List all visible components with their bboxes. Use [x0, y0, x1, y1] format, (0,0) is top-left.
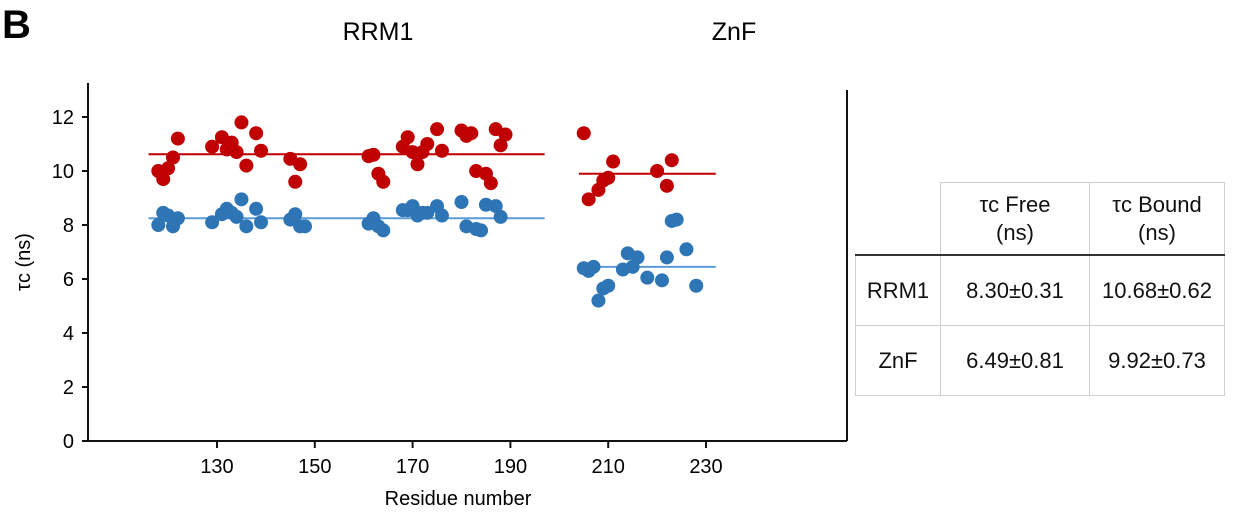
data-point-free — [151, 218, 166, 232]
data-point-bound — [254, 143, 269, 158]
data-point-bound — [239, 158, 254, 173]
data-point-free — [234, 192, 249, 207]
header-tc-free: τc Free (ns) — [940, 182, 1090, 256]
data-point-bound — [650, 164, 665, 178]
data-point-bound — [205, 139, 220, 154]
y-axis-title: τc (ns) — [13, 233, 35, 291]
data-point-bound — [249, 126, 264, 141]
data-point-bound — [229, 145, 244, 160]
header-tc-free-line1: τc Free — [979, 191, 1051, 217]
data-point-bound — [483, 176, 498, 191]
y-tick-label: 8 — [63, 215, 74, 237]
table-header-row: τc Free (ns) τc Bound (ns) — [855, 182, 1225, 256]
data-point-bound — [420, 137, 435, 151]
data-point-bound — [434, 143, 449, 158]
x-axis-title: Residue number — [385, 488, 532, 510]
header-tc-bound-line2: (ns) — [1138, 219, 1176, 245]
data-point-free — [420, 205, 435, 220]
y-tick-label: 10 — [52, 161, 74, 183]
data-point-free — [488, 199, 503, 214]
x-tick-label: 210 — [592, 456, 625, 478]
y-tick-label: 6 — [63, 269, 74, 291]
data-point-free — [239, 219, 254, 234]
y-tick-label: 0 — [63, 431, 74, 453]
data-point-free — [654, 273, 669, 288]
x-tick-label: 130 — [200, 456, 233, 478]
data-point-bound — [288, 174, 303, 189]
cell-znf-bound: 9.92±0.73 — [1089, 325, 1225, 396]
data-point-bound — [400, 130, 415, 145]
data-point-bound — [410, 157, 425, 172]
data-point-bound — [601, 170, 616, 185]
data-point-free — [630, 250, 645, 265]
data-point-bound — [293, 157, 308, 172]
x-ticks: 130 150 170 190 210 230 — [200, 441, 723, 478]
data-point-bound — [165, 150, 180, 165]
data-point-free — [254, 215, 269, 230]
data-point-free — [170, 211, 185, 226]
data-point-bound — [430, 122, 445, 137]
data-point-bound — [659, 178, 674, 193]
cell-rrm1-free: 8.30±0.31 — [940, 255, 1090, 326]
section-title-rrm1: RRM1 — [343, 18, 414, 46]
data-point-bound — [366, 147, 381, 162]
data-point-free — [659, 250, 674, 265]
x-tick-label: 230 — [689, 456, 722, 478]
data-point-free — [376, 223, 391, 238]
summary-table: τc Free (ns) τc Bound (ns) RRM1 8.30±0.31 … — [855, 182, 1225, 396]
data-point-bound — [498, 127, 513, 142]
table-row: RRM1 8.30±0.31 10.68±0.62 — [855, 255, 1225, 326]
data-point-free — [454, 195, 469, 210]
header-tc-free-line2: (ns) — [996, 219, 1034, 245]
data-point-free — [434, 208, 449, 223]
y-tick-label: 12 — [52, 107, 74, 129]
data-point-free — [601, 278, 616, 293]
data-point-bound — [493, 138, 508, 153]
x-tick-label: 170 — [396, 456, 429, 478]
data-point-free — [229, 209, 244, 224]
data-point-free — [205, 215, 220, 230]
data-point-free — [669, 212, 684, 227]
data-point-free — [493, 209, 508, 224]
data-point-bound — [606, 154, 621, 169]
data-point-free — [586, 259, 601, 274]
data-point-bound — [581, 192, 596, 207]
row-label-rrm1: RRM1 — [855, 255, 941, 326]
header-tc-bound-line1: τc Bound — [1112, 191, 1202, 217]
data-point-free — [689, 278, 704, 293]
data-point-bound — [234, 115, 249, 130]
x-tick-label: 190 — [494, 456, 527, 478]
data-point-bound — [161, 161, 176, 176]
data-point-bound — [576, 126, 591, 141]
cell-znf-free: 6.49±0.81 — [940, 325, 1090, 396]
data-point-free — [591, 293, 606, 308]
data-point-bound — [664, 153, 679, 168]
data-point-free — [474, 223, 489, 238]
data-point-bound — [156, 172, 171, 187]
tc-summary-table: τc Free (ns) τc Bound (ns) RRM1 8.30±0.31 … — [855, 182, 1225, 396]
y-tick-label: 4 — [63, 323, 74, 345]
x-tick-label: 150 — [298, 456, 331, 478]
data-point-bound — [405, 145, 420, 160]
data-point-free — [249, 201, 264, 216]
table-row: ZnF 6.49±0.81 9.92±0.73 — [855, 325, 1225, 396]
y-tick-label: 2 — [63, 377, 74, 399]
data-point-bound — [170, 131, 185, 146]
panel-label: B — [2, 3, 31, 47]
data-points — [151, 115, 704, 308]
data-point-free — [298, 219, 313, 234]
cell-rrm1-bound: 10.68±0.62 — [1089, 255, 1225, 326]
data-point-free — [640, 270, 655, 285]
axes — [87, 83, 848, 442]
data-point-bound — [376, 174, 391, 189]
header-tc-bound: τc Bound (ns) — [1089, 182, 1225, 256]
table-corner — [855, 182, 941, 256]
row-label-znf: ZnF — [855, 325, 941, 396]
data-point-free — [288, 207, 303, 222]
data-point-bound — [464, 126, 479, 141]
section-title-znf: ZnF — [712, 18, 756, 46]
y-ticks: 0 2 4 6 8 10 12 — [52, 107, 88, 453]
data-point-free — [679, 242, 694, 257]
